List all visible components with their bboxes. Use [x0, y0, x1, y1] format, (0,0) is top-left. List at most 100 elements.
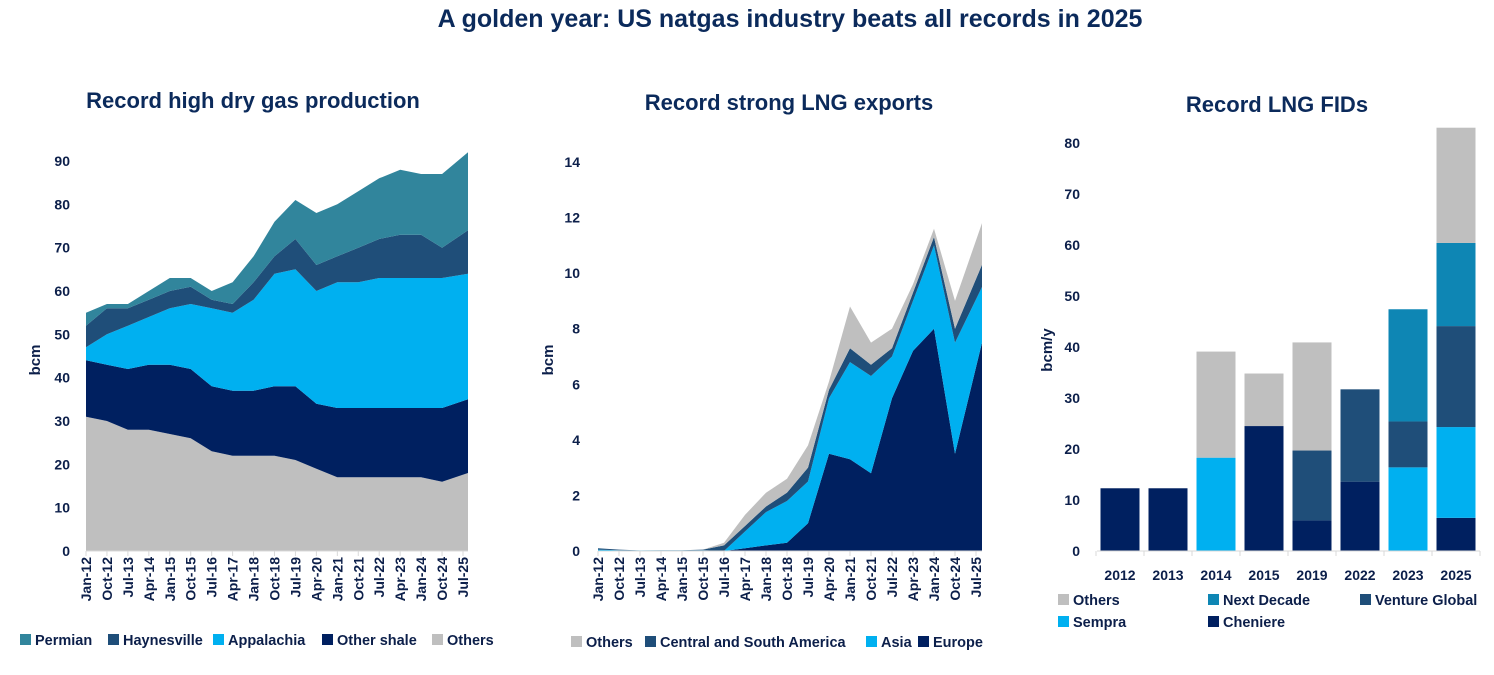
y-tick-label: 20 [1064, 441, 1080, 457]
x-tick-label: Oct-24 [947, 557, 963, 601]
bar-cheniere-2025 [1436, 517, 1476, 551]
x-tick-label: 2015 [1248, 567, 1279, 583]
legend-label: Venture Global [1375, 593, 1477, 609]
area-europe [598, 328, 982, 551]
x-tick-label: Jul-13 [632, 557, 648, 598]
bar-next-decade-2025 [1436, 242, 1476, 327]
bar-sempra-2025 [1436, 427, 1476, 518]
y-tick-label: 4 [572, 432, 580, 448]
legend-label: Others [586, 635, 633, 651]
y-axis-label: bcm [540, 345, 557, 376]
legend-label: Others [447, 633, 494, 649]
legend-swatch [1058, 616, 1069, 627]
legend-swatch [432, 634, 443, 645]
y-tick-label: 60 [1064, 237, 1080, 253]
y-tick-label: 30 [54, 413, 70, 429]
x-tick-label: Jan-15 [674, 557, 690, 602]
x-tick-label: Oct-12 [611, 557, 627, 601]
y-tick-label: 60 [54, 283, 70, 299]
y-tick-label: 8 [572, 321, 580, 337]
x-tick-label: Oct-18 [779, 557, 795, 601]
legend-swatch [866, 636, 877, 647]
legend-label: Appalachia [228, 633, 306, 649]
bar-others-2025 [1436, 127, 1476, 243]
legend-swatch [571, 636, 582, 647]
x-tick-label: Oct-15 [695, 557, 711, 601]
y-tick-label: 20 [54, 456, 70, 472]
legend-label: Haynesville [123, 633, 203, 649]
bar-next-decade-2023 [1388, 309, 1428, 422]
legend-label: Asia [881, 635, 913, 651]
y-tick-label: 70 [54, 240, 70, 256]
x-tick-label: Oct-18 [267, 557, 283, 601]
x-tick-label: 2014 [1200, 567, 1231, 583]
chart-lng-exports: Record strong LNG exports bcm 0 2 4 6 8 10 12 14 J… [540, 90, 984, 651]
bar-cheniere-2015 [1244, 426, 1284, 551]
y-tick-label: 40 [54, 370, 70, 386]
bar-cheniere-2019 [1292, 520, 1332, 551]
x-tick-label: Apr-20 [308, 557, 324, 602]
bar-cheniere-2012 [1100, 488, 1140, 551]
y-tick-label: 80 [54, 196, 70, 212]
x-tick-label: Jan-18 [246, 557, 262, 602]
bar-others-2015 [1244, 373, 1284, 427]
y-tick-label: 90 [54, 153, 70, 169]
area-appalachia [86, 269, 468, 408]
x-tick-label: Apr-23 [392, 557, 408, 602]
area-others [598, 223, 982, 551]
bar-sempra-2014 [1196, 457, 1236, 551]
x-tick-label: Jan-15 [162, 557, 178, 602]
x-tick-label: Apr-14 [653, 557, 669, 602]
figure-title: A golden year: US natgas industry beats … [438, 5, 1143, 33]
x-tick-label: Jul-22 [884, 557, 900, 598]
x-tick-label: Oct-15 [183, 557, 199, 601]
x-tick-label: Jan-12 [590, 557, 606, 602]
y-tick-label: 14 [564, 154, 580, 170]
y-tick-label: 0 [572, 543, 580, 559]
x-tick-label: Oct-24 [434, 557, 450, 601]
legend-swatch [1208, 616, 1219, 627]
x-tick-label: Jul-16 [204, 557, 220, 598]
x-tick-label: Apr-17 [737, 557, 753, 602]
bar-venture-global-2019 [1292, 450, 1332, 521]
x-tick-label: Oct-12 [99, 557, 115, 601]
area-other-shale [86, 360, 468, 482]
legend-swatch [1360, 594, 1371, 605]
chart-title: Record LNG FIDs [1186, 92, 1368, 117]
x-tick-label: Apr-20 [821, 557, 837, 602]
x-tick-label: Apr-14 [141, 557, 157, 602]
area-permian [86, 152, 468, 326]
chart-title: Record high dry gas production [86, 88, 420, 113]
area-haynesville [86, 230, 468, 348]
x-tick-label: Jul-13 [120, 557, 136, 598]
y-tick-label: 70 [1064, 186, 1080, 202]
x-tick-label: 2013 [1152, 567, 1183, 583]
y-tick-label: 12 [564, 210, 580, 226]
chart-title: Record strong LNG exports [645, 90, 933, 115]
y-tick-label: 40 [1064, 339, 1080, 355]
x-tick-label: Jan-18 [758, 557, 774, 602]
y-tick-label: 10 [54, 500, 70, 516]
x-tick-label: 2012 [1104, 567, 1135, 583]
legend-label: Europe [933, 635, 983, 651]
legend-label: Others [1073, 593, 1120, 609]
chart-dry-gas-production: Record high dry gas production bcm 0 10 20 30… [20, 88, 494, 649]
x-tick-label: 2025 [1440, 567, 1471, 583]
bar-cheniere-2013 [1148, 488, 1188, 551]
y-tick-label: 10 [564, 265, 580, 281]
y-tick-label: 10 [1064, 492, 1080, 508]
x-tick-label: Jul-25 [455, 557, 471, 598]
y-tick-label: 30 [1064, 390, 1080, 406]
y-axis-label: bcm [27, 345, 44, 376]
y-tick-label: 50 [1064, 288, 1080, 304]
legend-swatch [645, 636, 656, 647]
x-tick-label: 2022 [1344, 567, 1375, 583]
legend-swatch [20, 634, 31, 645]
legend-swatch [1208, 594, 1219, 605]
bar-sempra-2023 [1388, 467, 1428, 551]
legend-swatch [213, 634, 224, 645]
area-others [86, 416, 468, 551]
legend-label: Other shale [337, 633, 417, 649]
x-tick-label: Oct-21 [350, 557, 366, 601]
